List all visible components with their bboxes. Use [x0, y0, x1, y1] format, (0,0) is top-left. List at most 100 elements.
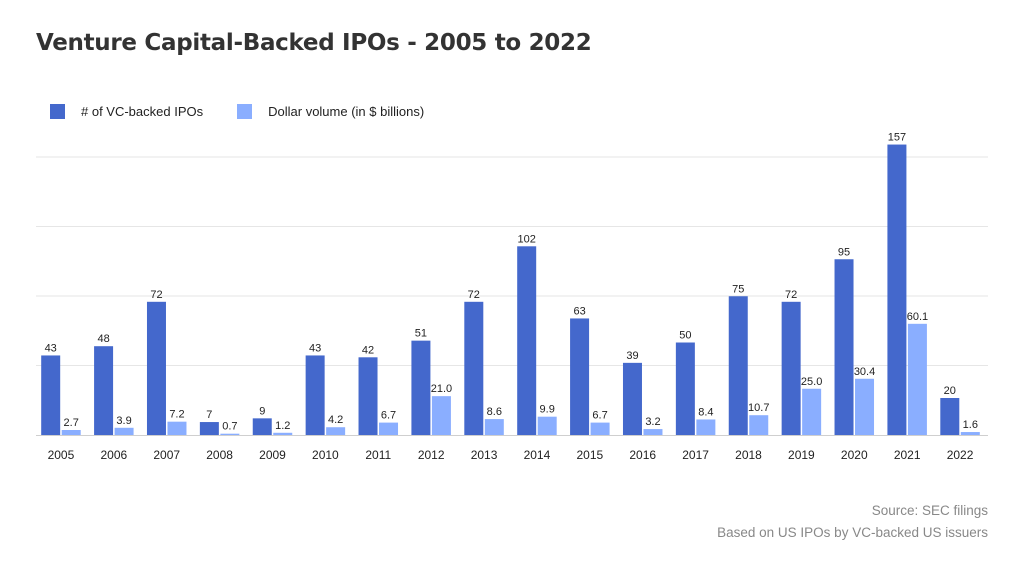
- data-label-dollar-volume: 3.9: [116, 415, 131, 427]
- data-label-ipo-count: 43: [309, 342, 321, 354]
- data-label-dollar-volume: 6.7: [381, 410, 396, 422]
- legend: # of VC-backed IPOs Dollar volume (in $ …: [50, 104, 458, 119]
- data-label-dollar-volume: 6.7: [592, 410, 607, 422]
- legend-swatch-ipo-count: [50, 104, 65, 119]
- bar-ipo-count: [94, 346, 114, 435]
- x-tick-label: 2009: [259, 448, 286, 462]
- source-note: Source: SEC filings Based on US IPOs by …: [717, 500, 988, 544]
- data-label-dollar-volume: 1.2: [275, 420, 290, 432]
- x-tick-label: 2022: [947, 448, 974, 462]
- x-tick-label: 2007: [153, 448, 180, 462]
- x-tick-label: 2018: [735, 448, 762, 462]
- bar-ipo-count: [834, 259, 854, 435]
- legend-item-ipo-count: # of VC-backed IPOs: [50, 104, 203, 119]
- bar-ipo-count: [41, 355, 61, 435]
- data-label-dollar-volume: 4.2: [328, 414, 343, 426]
- bar-dollar-volume: [326, 427, 346, 435]
- x-tick-label: 2020: [841, 448, 868, 462]
- legend-item-dollar-volume: Dollar volume (in $ billions): [237, 104, 424, 119]
- data-label-dollar-volume: 2.7: [64, 417, 79, 429]
- bar-dollar-volume: [960, 432, 980, 435]
- data-label-dollar-volume: 7.2: [169, 409, 184, 421]
- data-label-dollar-volume: 8.6: [487, 406, 502, 418]
- data-label-ipo-count: 157: [888, 132, 906, 144]
- bar-ipo-count: [728, 296, 748, 435]
- bar-dollar-volume: [855, 378, 875, 435]
- bar-ipo-count: [675, 342, 695, 435]
- data-label-dollar-volume: 8.4: [698, 406, 713, 418]
- bar-dollar-volume: [537, 416, 557, 435]
- x-tick-label: 2005: [48, 448, 75, 462]
- data-label-ipo-count: 72: [468, 289, 480, 301]
- bar-dollar-volume: [273, 432, 293, 435]
- legend-label-dollar-volume: Dollar volume (in $ billions): [268, 104, 425, 119]
- data-label-ipo-count: 51: [415, 328, 427, 340]
- x-tick-label: 2016: [629, 448, 656, 462]
- bar-dollar-volume: [167, 421, 187, 435]
- bar-ipo-count: [146, 301, 166, 435]
- bar-ipo-count: [940, 398, 960, 435]
- bar-ipo-count: [622, 362, 642, 435]
- legend-label-ipo-count: # of VC-backed IPOs: [81, 104, 204, 119]
- x-tick-label: 2015: [576, 448, 603, 462]
- data-label-dollar-volume: 9.9: [540, 404, 555, 416]
- bar-ipo-count: [199, 422, 219, 435]
- bar-dollar-volume: [431, 396, 451, 435]
- data-label-ipo-count: 43: [45, 342, 57, 354]
- chart-title: Venture Capital-Backed IPOs - 2005 to 20…: [36, 30, 592, 56]
- bar-ipo-count: [252, 418, 272, 435]
- data-label-ipo-count: 95: [838, 246, 850, 258]
- x-tick-label: 2021: [894, 448, 921, 462]
- bar-dollar-volume: [907, 323, 927, 435]
- x-tick-label: 2019: [788, 448, 815, 462]
- bar-dollar-volume: [643, 429, 663, 435]
- data-label-ipo-count: 72: [150, 289, 162, 301]
- data-label-ipo-count: 7: [206, 409, 212, 421]
- bar-dollar-volume: [220, 433, 240, 435]
- legend-swatch-dollar-volume: [237, 104, 253, 119]
- data-label-dollar-volume: 3.2: [645, 416, 660, 428]
- x-tick-label: 2014: [524, 448, 551, 462]
- bar-ipo-count: [887, 144, 907, 436]
- x-tick-label: 2008: [206, 448, 233, 462]
- data-label-dollar-volume: 0.7: [222, 421, 237, 433]
- data-label-dollar-volume: 60.1: [907, 311, 928, 323]
- bar-dollar-volume: [696, 419, 716, 435]
- data-label-dollar-volume: 10.7: [748, 402, 769, 414]
- x-tick-label: 2006: [100, 448, 127, 462]
- x-tick-label: 2013: [471, 448, 498, 462]
- data-label-ipo-count: 48: [97, 333, 109, 345]
- data-label-ipo-count: 42: [362, 344, 374, 356]
- x-tick-label: 2012: [418, 448, 445, 462]
- x-tick-label: 2017: [682, 448, 709, 462]
- data-label-dollar-volume: 30.4: [854, 366, 875, 378]
- x-tick-label: 2011: [365, 448, 391, 462]
- data-label-ipo-count: 39: [626, 350, 638, 362]
- data-label-ipo-count: 102: [518, 233, 536, 245]
- data-label-ipo-count: 20: [944, 385, 956, 397]
- data-label-ipo-count: 75: [732, 283, 744, 295]
- bar-ipo-count: [517, 246, 537, 435]
- bar-dollar-volume: [749, 415, 769, 435]
- data-label-ipo-count: 63: [573, 305, 585, 317]
- bar-dollar-volume: [802, 388, 822, 435]
- bar-ipo-count: [305, 355, 325, 435]
- x-tick-label: 2010: [312, 448, 339, 462]
- bar-dollar-volume: [379, 422, 399, 435]
- data-label-dollar-volume: 21.0: [431, 383, 452, 395]
- data-label-dollar-volume: 25.0: [801, 376, 822, 388]
- bar-ipo-count: [411, 340, 431, 435]
- bar-dollar-volume: [484, 419, 504, 435]
- data-label-dollar-volume: 1.6: [963, 419, 978, 431]
- methodology-line: Based on US IPOs by VC-backed US issuers: [717, 525, 988, 540]
- source-line: Source: SEC filings: [871, 503, 988, 518]
- bar-dollar-volume: [61, 430, 81, 435]
- bar-ipo-count: [570, 318, 590, 435]
- bar-dollar-volume: [590, 422, 610, 435]
- bar-dollar-volume: [114, 427, 134, 435]
- data-label-ipo-count: 72: [785, 289, 797, 301]
- bar-ipo-count: [464, 301, 484, 435]
- data-label-ipo-count: 50: [679, 330, 691, 342]
- bar-ipo-count: [781, 301, 801, 435]
